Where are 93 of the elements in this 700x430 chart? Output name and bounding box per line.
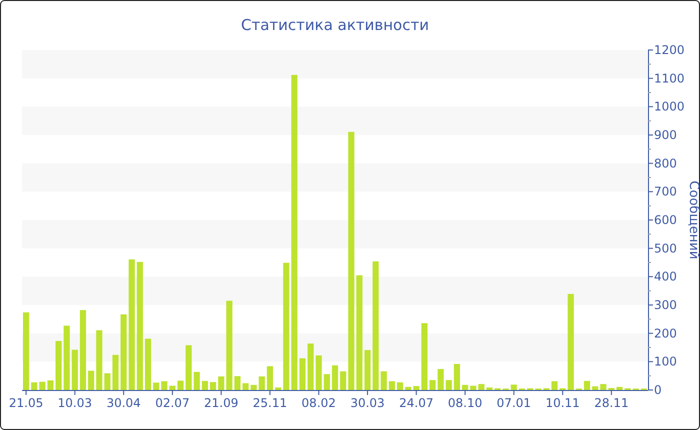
y-tick-label: 400 bbox=[654, 270, 677, 284]
bar bbox=[283, 262, 290, 390]
bar bbox=[242, 383, 249, 390]
bar bbox=[364, 350, 371, 390]
bar bbox=[600, 384, 606, 390]
bar bbox=[56, 340, 62, 390]
bar bbox=[438, 369, 444, 390]
bar bbox=[144, 338, 152, 390]
y-tick-label: 700 bbox=[654, 184, 677, 199]
bar bbox=[348, 132, 354, 390]
y-tick-label: 1100 bbox=[654, 71, 685, 86]
x-tick-label: 02.07 bbox=[155, 396, 190, 410]
bar bbox=[340, 371, 346, 390]
y-tick-label: 800 bbox=[654, 156, 677, 170]
bar bbox=[356, 275, 362, 390]
x-tick-label: 08.10 bbox=[448, 396, 482, 410]
bar bbox=[372, 261, 379, 390]
bar bbox=[104, 373, 110, 390]
bar bbox=[186, 345, 192, 390]
y-tick-label: 500 bbox=[654, 241, 677, 256]
bar bbox=[324, 374, 330, 390]
x-tick-label: 08.02 bbox=[302, 396, 336, 410]
bar bbox=[31, 382, 38, 390]
x-tick-label: 21.05 bbox=[8, 396, 44, 410]
bar bbox=[47, 380, 54, 390]
bar bbox=[429, 380, 436, 390]
y-tick-label: 600 bbox=[654, 213, 677, 227]
bar bbox=[266, 366, 274, 390]
bar bbox=[210, 382, 216, 390]
x-tick-label: 30.04 bbox=[106, 396, 141, 410]
bar bbox=[161, 381, 168, 390]
y-axis-title: Сообщений bbox=[686, 180, 700, 260]
bar bbox=[226, 300, 232, 390]
bar bbox=[80, 310, 86, 390]
bar bbox=[478, 384, 484, 390]
x-tick-label: 10.11 bbox=[545, 396, 580, 410]
bar bbox=[234, 376, 241, 390]
bar bbox=[308, 344, 314, 390]
chart-title: Статистика активности bbox=[241, 16, 429, 34]
bar bbox=[202, 380, 208, 390]
bar bbox=[177, 380, 184, 390]
x-tick-label: 07.01 bbox=[496, 396, 532, 410]
x-tick-label: 21.09 bbox=[204, 396, 238, 410]
y-tick-label: 100 bbox=[654, 354, 677, 369]
bar bbox=[136, 262, 143, 390]
bar bbox=[316, 355, 322, 390]
bar bbox=[510, 384, 517, 390]
bar bbox=[39, 382, 46, 390]
bar bbox=[332, 365, 338, 390]
bar bbox=[194, 372, 200, 390]
bar bbox=[88, 370, 94, 390]
bar bbox=[23, 312, 30, 390]
y-tick-label: 1000 bbox=[654, 100, 685, 114]
bar bbox=[396, 382, 404, 390]
y-tick-label: 300 bbox=[654, 298, 677, 312]
x-tick-label: 10.03 bbox=[58, 396, 92, 410]
bar bbox=[592, 386, 598, 390]
bar bbox=[462, 384, 468, 390]
bar bbox=[275, 387, 282, 390]
bar bbox=[96, 330, 102, 390]
bar bbox=[153, 382, 160, 390]
bar bbox=[446, 380, 452, 390]
bar bbox=[584, 380, 590, 390]
x-tick-label: 25.11 bbox=[252, 396, 288, 410]
bar bbox=[128, 259, 135, 390]
bar bbox=[388, 381, 395, 390]
bar bbox=[486, 387, 493, 390]
bar bbox=[616, 386, 623, 390]
x-tick-label: 28.11 bbox=[594, 396, 629, 410]
bar bbox=[258, 376, 265, 390]
bar bbox=[291, 74, 298, 390]
x-tick-label: 30.03 bbox=[350, 396, 385, 410]
bar bbox=[421, 323, 428, 390]
bar bbox=[454, 364, 460, 390]
bar bbox=[120, 314, 127, 390]
bar bbox=[299, 358, 306, 390]
bar bbox=[380, 371, 387, 390]
bar bbox=[72, 350, 78, 390]
x-tick-label: 24.07 bbox=[399, 396, 434, 410]
bar bbox=[169, 386, 176, 390]
bar bbox=[64, 326, 70, 390]
y-tick-label: 900 bbox=[654, 128, 677, 142]
bar bbox=[218, 376, 224, 390]
bar bbox=[405, 386, 412, 390]
bar bbox=[413, 386, 420, 390]
y-tick-label: 1200 bbox=[654, 43, 685, 57]
y-tick-label: 200 bbox=[654, 326, 677, 340]
bar bbox=[551, 381, 558, 390]
bar bbox=[250, 384, 257, 390]
bar bbox=[568, 294, 574, 390]
bar bbox=[112, 354, 119, 390]
bar bbox=[470, 386, 476, 390]
y-tick-label: 0 bbox=[654, 383, 662, 397]
